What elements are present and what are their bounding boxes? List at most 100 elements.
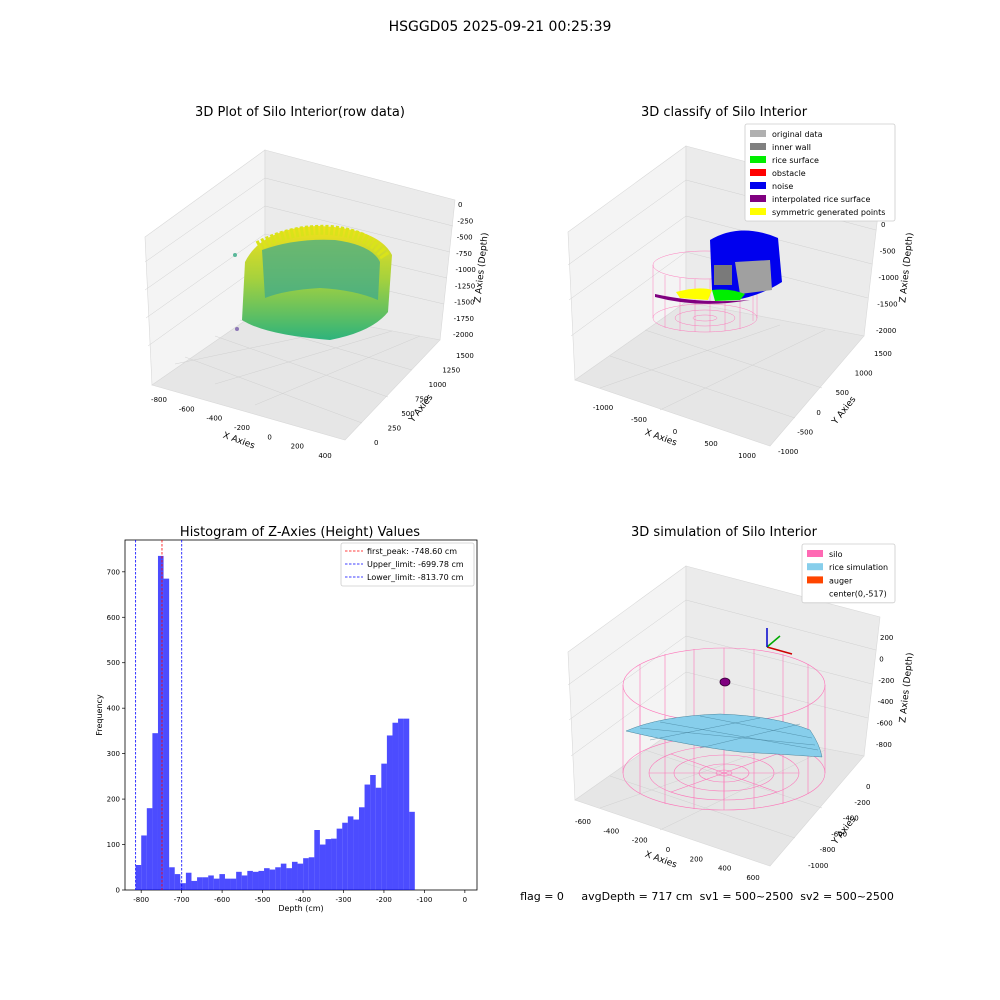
legend-swatch [807,563,823,571]
axis-tick-label: 500 [704,440,717,448]
classify-y-label: Y Axies [830,395,859,428]
histogram-bar [264,868,270,890]
histogram-bar [314,830,320,890]
axis-tick-label: 0 [816,409,820,417]
histogram-bar [146,808,153,890]
histogram-bar [174,874,181,890]
histogram-bar [208,875,214,890]
axis-tick-label: -500 [880,248,896,256]
simulation-z-axis: 200 0 -200 -400 -600 -800 [876,634,894,749]
raw-point-cloud [233,224,392,340]
histogram-bar [325,839,332,890]
histogram-bar [386,735,393,890]
simulation-legend: silo rice simulation auger center(0,-517) [801,543,896,604]
axis-tick-label: -1000 [456,266,476,274]
histogram-bar [236,871,242,890]
axis-tick-label: 400 [718,865,731,873]
histogram-bar [280,863,287,890]
histogram-bar [392,722,399,890]
y-tick-label: 500 [107,659,120,667]
histogram-title: Histogram of Z-Axies (Height) Values [180,525,420,540]
axis-tick-label: 400 [318,452,331,460]
histogram-legend: first_peak: -748.60 cm Upper_limit: -699.… [340,542,475,587]
axis-tick-label: 0 [673,428,677,436]
legend-label: Lower_limit: -813.70 cm [367,573,464,582]
axis-tick-label: -600 [179,405,195,413]
histogram-bar [303,858,309,890]
axis-tick-label: -2000 [453,331,473,339]
legend-label: noise [772,182,793,191]
axis-tick-label: -400 [843,815,859,823]
axis-tick-label: -400 [206,415,222,423]
histogram-y-label: Frequency [95,694,104,736]
histogram-bar [219,874,225,890]
legend-swatch [750,195,766,202]
legend-swatch [750,130,766,137]
x-tick-label: -500 [255,896,271,904]
axis-tick-label: -800 [820,846,836,854]
histogram-bar [286,868,292,890]
histogram-bar [381,763,387,890]
classify-panel-title: 3D classify of Silo Interior [641,105,808,120]
legend-label: inner wall [772,143,811,152]
legend-frame [340,542,475,587]
legend-swatch [807,550,823,557]
classify-z-axis: 0 -500 -1000 -1500 -2000 [876,221,899,335]
axis-tick-label: -800 [151,396,167,404]
histogram-bar [319,844,326,890]
axis-tick-label: 0 [879,655,883,663]
histogram-bar [135,865,142,890]
axis-tick-label: 500 [836,389,849,397]
axis-tick-label: 1500 [874,350,892,358]
axis-tick-label: -2000 [876,327,896,335]
simulation-x-axis: -600 -400 -200 0 200 400 600 [575,818,760,882]
x-tick-label: -100 [416,896,432,904]
axis-tick-label: -200 [632,837,648,845]
axis-tick-label: -600 [877,720,893,728]
legend-label: silo [829,550,843,559]
raw-z-axis: 0 -250 -500 -750 -1000 -1250 -1500 -1750 -2000 [453,201,476,339]
histogram-bar [169,867,175,890]
y-tick-label: 200 [107,796,120,804]
axis-tick-label: 750 [415,396,428,404]
histogram-bar [308,857,315,890]
histogram-bar [275,867,281,890]
axis-tick-label: -200 [854,799,870,807]
histogram-x-label: Depth (cm) [278,904,323,913]
histogram-bar [241,875,248,890]
histogram-bar [258,870,265,890]
x-tick-label: 0 [463,896,467,904]
classify-x-axis: -1000 -500 0 500 1000 [593,404,756,460]
axis-tick-label: 1250 [442,367,460,375]
histogram-bar [191,880,198,890]
histogram-bar [358,807,365,890]
axis-tick-label: -600 [831,830,847,838]
legend-swatch [750,169,766,176]
histogram-bar [291,861,298,890]
axis-tick-label: -200 [878,677,894,685]
legend-label: symmetric generated points [772,208,885,217]
x-tick-label: -800 [133,896,149,904]
legend-label: Upper_limit: -699.78 cm [367,560,464,569]
y-tick-label: 300 [107,750,120,758]
axis-tick-label: 200 [690,855,703,863]
legend-label: auger [829,576,853,585]
axis-tick-label: -800 [876,741,892,749]
classify-y-axis: -1000 -500 0 500 1000 1500 [778,350,892,456]
histogram-bar [224,878,231,890]
axis-tick-label: -1000 [778,448,798,456]
raw-x-label: X Axies [221,431,256,452]
simulation-3d-panel: 3D simulation of Silo Interior [567,525,916,882]
y-tick-label: 700 [107,568,120,576]
simulation-x-label: X Axies [643,850,678,871]
axis-tick-label: -600 [575,818,591,826]
histogram-bars [135,555,415,890]
axis-tick-label: 0 [267,433,271,441]
axis-tick-label: -750 [456,250,472,258]
axis-tick-label: -200 [234,424,250,432]
axis-tick-label: 200 [880,634,893,642]
y-tick-label: 0 [116,887,120,895]
x-tick-label: -300 [336,896,352,904]
axis-tick-label: 1000 [429,381,447,389]
